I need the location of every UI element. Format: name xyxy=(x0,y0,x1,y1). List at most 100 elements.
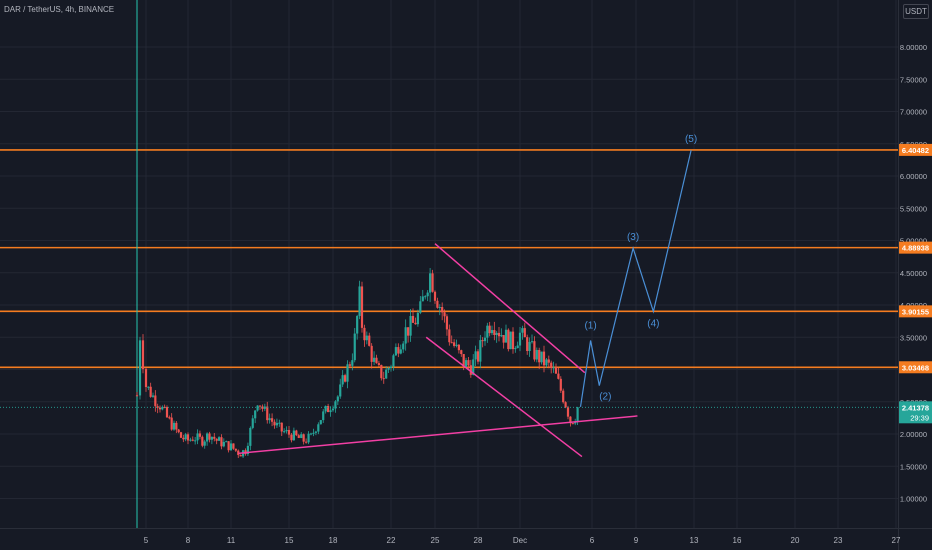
wave-label: (1) xyxy=(584,320,596,331)
level-lines[interactable] xyxy=(0,149,898,369)
y-tick-label: 2.00000 xyxy=(900,430,927,439)
candle-body xyxy=(574,421,577,424)
candle-body xyxy=(302,434,305,442)
candle-body xyxy=(156,406,159,408)
level-badge xyxy=(899,361,932,374)
candle-body xyxy=(309,433,313,435)
level-badge-label: 3.03468 xyxy=(902,363,929,372)
candle-body xyxy=(472,359,475,375)
candle-body xyxy=(251,418,254,428)
candle-body xyxy=(429,273,432,293)
candle-body xyxy=(246,445,250,455)
candle-body xyxy=(431,273,434,292)
candle-body xyxy=(232,443,235,449)
candle-body xyxy=(504,329,508,343)
candle-body xyxy=(550,362,553,368)
candle-body xyxy=(292,430,295,441)
y-tick-label: 5.00000 xyxy=(900,237,927,246)
candle-body xyxy=(356,316,359,334)
level-badge-label: 3.90155 xyxy=(902,307,929,316)
candle-body xyxy=(530,341,534,343)
candle-body xyxy=(191,439,194,441)
candle-body xyxy=(455,344,458,346)
candle-body xyxy=(256,405,259,411)
candle-body xyxy=(464,360,468,367)
candle-body xyxy=(502,335,505,343)
candle-body xyxy=(254,410,257,419)
wave-label: (5) xyxy=(685,134,697,145)
candle-body xyxy=(526,337,529,352)
candle-body xyxy=(467,360,470,366)
candle-body xyxy=(154,395,157,407)
candle-body xyxy=(368,335,371,346)
wave-label: (3) xyxy=(627,232,639,243)
candle-body xyxy=(392,355,395,367)
y-tick-label: 7.50000 xyxy=(900,75,927,84)
candle-body xyxy=(554,367,558,374)
candle-body xyxy=(322,411,325,421)
candle-body xyxy=(305,441,308,443)
candle-body xyxy=(523,328,526,338)
candle-body xyxy=(404,327,407,344)
candle-body xyxy=(300,434,303,438)
candle-body xyxy=(285,429,288,432)
wave-label: (2) xyxy=(599,392,611,403)
candle-body xyxy=(424,296,427,298)
candle-body xyxy=(339,384,342,397)
candle-body xyxy=(557,373,560,379)
candle-body xyxy=(559,378,562,391)
candle-body xyxy=(266,406,269,421)
currency-badge[interactable]: USDT xyxy=(903,4,929,19)
candle-body xyxy=(189,439,192,441)
candle-body xyxy=(280,422,283,432)
candle-body xyxy=(213,436,216,439)
x-tick-label: 6 xyxy=(590,536,595,545)
candle-body xyxy=(481,340,484,342)
candle-body xyxy=(165,407,169,418)
x-tick-label: 28 xyxy=(474,536,483,545)
y-tick-label: 6.00000 xyxy=(900,172,927,181)
candle-body xyxy=(380,364,383,379)
candle-body xyxy=(566,407,570,417)
candle-body xyxy=(234,448,237,451)
candle-body xyxy=(375,357,378,364)
candle-body xyxy=(488,325,491,334)
candle-body xyxy=(135,395,139,397)
candle-body xyxy=(365,335,368,341)
candle-body xyxy=(533,341,536,360)
candle-body xyxy=(172,422,176,430)
candle-body xyxy=(419,301,422,313)
candle-body xyxy=(179,432,183,438)
candle-body xyxy=(372,357,376,362)
candle-body xyxy=(441,307,444,313)
candle-body xyxy=(151,395,155,397)
candle-body xyxy=(486,325,489,338)
candle-body xyxy=(450,342,453,344)
candle-body xyxy=(283,431,286,433)
x-tick-label: Dec xyxy=(513,536,527,545)
drawings[interactable]: (1) (2) (3) (4) (5) xyxy=(238,134,697,458)
x-tick-label: 11 xyxy=(227,536,236,545)
wave-label: (4) xyxy=(647,318,659,329)
candle-body xyxy=(576,407,579,422)
candle-body xyxy=(353,333,356,361)
candle-body xyxy=(545,359,548,366)
candle-body xyxy=(493,330,496,336)
candle-body xyxy=(360,286,364,328)
candle-body xyxy=(421,296,424,302)
x-tick-label: 13 xyxy=(690,536,699,545)
level-badge-label: 6.40482 xyxy=(902,146,929,155)
candle-body xyxy=(144,369,148,388)
elliott-wave-path xyxy=(579,150,692,407)
candle-body xyxy=(490,330,494,334)
candle-body xyxy=(474,351,477,360)
candle-body xyxy=(194,440,197,442)
candle-body xyxy=(399,349,402,354)
candle-body xyxy=(327,405,330,413)
candle-body xyxy=(351,360,354,366)
candle-body xyxy=(500,335,503,337)
x-tick-label: 23 xyxy=(834,536,843,545)
candle-body xyxy=(222,441,225,447)
